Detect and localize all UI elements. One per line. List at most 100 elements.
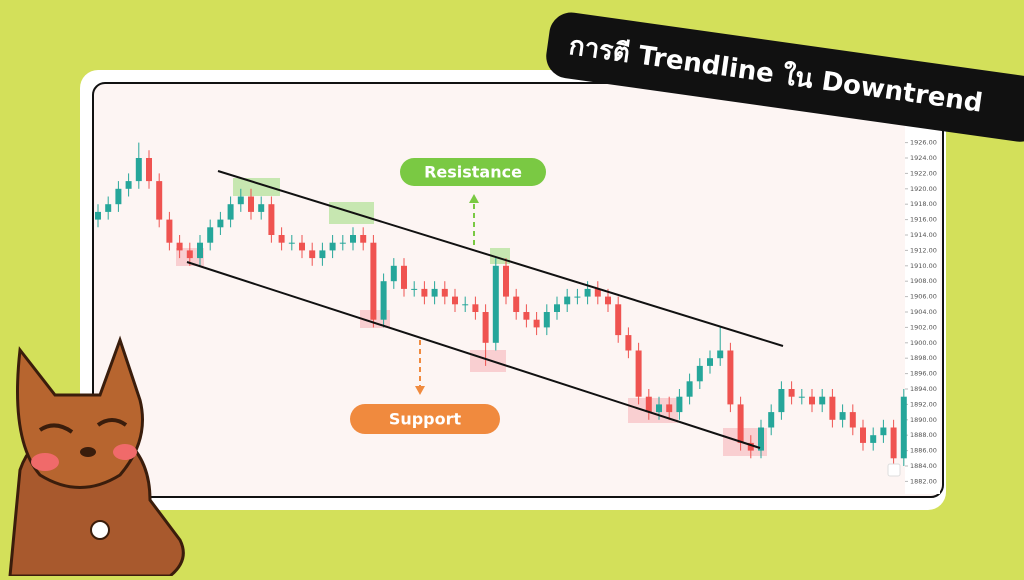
candle-body (197, 242, 203, 259)
candle-body (696, 365, 703, 382)
y-tick-label: 1900.00 (910, 339, 937, 347)
y-tick-label: 1896.00 (910, 370, 937, 378)
candle-body (431, 288, 438, 297)
y-tick-label: 1894.00 (910, 385, 937, 393)
candle-body (329, 242, 336, 251)
y-tick-label: 1908.00 (910, 277, 937, 285)
resistance-zone (233, 178, 280, 196)
y-tick-label: 1888.00 (910, 431, 937, 439)
y-tick-label: 1926.00 (910, 139, 937, 147)
y-tick-label: 1882.00 (910, 477, 937, 485)
y-tick-label: 1910.00 (910, 262, 937, 270)
candle-body (411, 288, 418, 290)
y-tick-label: 1898.00 (910, 354, 937, 362)
y-tick-label: 1924.00 (910, 154, 937, 162)
support-trendline (186, 261, 761, 449)
candle-body (105, 204, 112, 212)
y-tick-label: 1906.00 (910, 293, 937, 301)
y-tick-label: 1890.00 (910, 416, 937, 424)
candle-body (452, 296, 458, 305)
arrow-head (415, 386, 425, 395)
y-tick-label: 1920.00 (910, 185, 937, 193)
candle-body (533, 319, 540, 328)
candle-body (829, 396, 836, 420)
candle-body (288, 242, 295, 244)
collar-bell (90, 520, 110, 540)
candle-body (513, 296, 520, 312)
candle-body (747, 442, 754, 451)
candle-body (900, 396, 907, 459)
candle-body (839, 412, 846, 420)
banner (546, 12, 1024, 142)
candle-body (849, 412, 856, 428)
candle-body (645, 396, 652, 413)
candle-body (217, 219, 224, 228)
candle-body (717, 350, 724, 359)
y-tick-label: 1902.00 (910, 323, 937, 331)
candle-body (380, 281, 387, 320)
candle-body (523, 312, 530, 320)
candle-body (309, 250, 316, 259)
y-tick-label: 1914.00 (910, 231, 937, 239)
candle-body (125, 181, 132, 189)
candle-body (421, 288, 428, 297)
candle-body (278, 235, 285, 243)
candle-body (860, 427, 866, 443)
candle-body (503, 265, 509, 297)
y-tick-label: 1922.00 (910, 169, 937, 177)
price-axis (905, 86, 940, 494)
plot: 1882.00 1884.00 1886.00 1888.00 1890.00 1892.… (95, 139, 937, 485)
candle-body (727, 350, 734, 405)
candle-body (186, 250, 193, 259)
candle-body (880, 427, 887, 436)
candle-body (156, 181, 163, 220)
cheek (31, 453, 59, 471)
candle-body (605, 296, 611, 305)
candle-body (584, 288, 591, 297)
y-tick-label: 1886.00 (910, 447, 937, 455)
y-tick-label: 1918.00 (910, 200, 937, 208)
chart-panel (92, 82, 944, 498)
candle-body (686, 381, 693, 397)
candle-body (625, 335, 632, 351)
candle-body (890, 427, 897, 459)
scroll-button[interactable] (887, 463, 901, 477)
candle-body (350, 235, 356, 243)
candle-body (676, 396, 683, 413)
candle-body (166, 219, 173, 243)
candle-body (462, 304, 469, 306)
candle-body (227, 204, 234, 220)
support-zone (470, 350, 506, 372)
candle-body (95, 211, 101, 220)
y-tick-label: 1884.00 (910, 462, 937, 470)
candle-body (778, 389, 785, 413)
candle-body (248, 196, 254, 212)
candle-body (360, 235, 367, 243)
candle-body (809, 396, 815, 405)
candle-body (870, 435, 877, 443)
candle-body (543, 312, 550, 328)
candle-body (472, 304, 479, 312)
eye (38, 423, 74, 434)
candle-body (115, 188, 122, 205)
candle-body (146, 158, 152, 182)
candle-body (798, 396, 805, 398)
candle-body (635, 350, 642, 397)
candle-body (482, 312, 489, 343)
cheek (113, 444, 137, 460)
candle-body (390, 265, 397, 282)
candle-body (401, 265, 407, 289)
annotation: Resistance (424, 163, 522, 182)
candle-body (176, 242, 183, 251)
candle-body (258, 204, 265, 212)
candle-body (574, 296, 581, 298)
y-tick-label: 1904.00 (910, 308, 937, 316)
candle-body (299, 242, 305, 251)
candle-body (268, 204, 275, 235)
candle-body (737, 404, 744, 443)
candle-body (339, 242, 346, 244)
candle-body (758, 427, 764, 451)
candle-body (615, 304, 622, 336)
candle-body (319, 250, 326, 259)
